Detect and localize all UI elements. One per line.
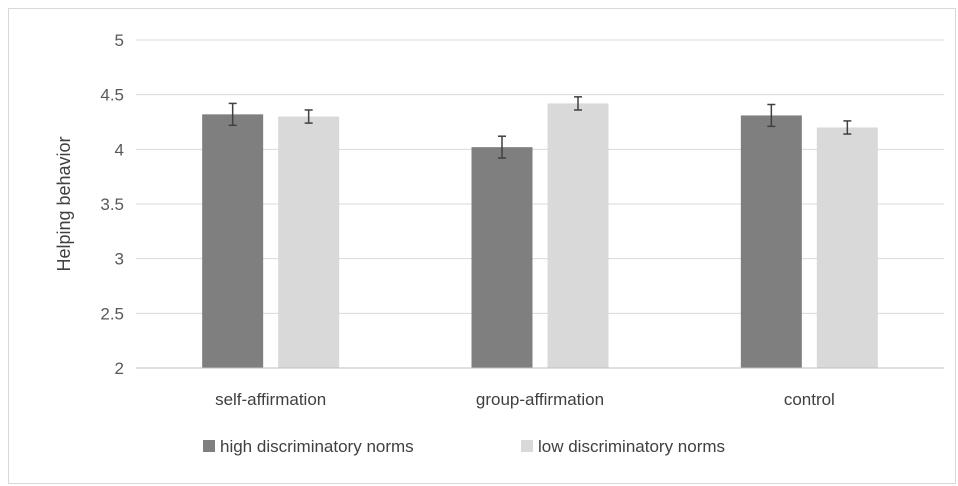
y-tick-label: 4 — [115, 140, 124, 159]
x-category-label: control — [784, 390, 835, 409]
y-tick-label: 3 — [115, 250, 124, 269]
y-tick-label: 5 — [115, 31, 124, 50]
bar-low-1 — [547, 103, 609, 368]
error-bar — [304, 109, 313, 124]
x-axis-categories: self-affirmation group-affirmation control — [215, 390, 835, 409]
error-bar — [767, 103, 776, 128]
bar-high-1 — [471, 147, 533, 368]
x-category-label: self-affirmation — [215, 390, 326, 409]
y-axis-ticks: 2 2.5 3 3.5 4 4.5 5 — [100, 31, 124, 378]
bars — [202, 103, 878, 369]
error-bars — [228, 96, 852, 159]
error-bar — [574, 96, 582, 111]
legend: high discriminatory norms low discriminat… — [203, 437, 725, 456]
error-bar — [228, 102, 237, 127]
bar-high-2 — [740, 115, 802, 368]
bar-low-2 — [816, 127, 878, 368]
y-tick-label: 2 — [115, 359, 124, 378]
y-tick-label: 3.5 — [100, 195, 124, 214]
gridlines — [136, 39, 944, 314]
x-category-label: group-affirmation — [476, 390, 604, 409]
legend-swatch — [521, 440, 533, 452]
legend-label: high discriminatory norms — [220, 437, 414, 456]
error-bar — [498, 135, 506, 159]
y-tick-label: 2.5 — [100, 304, 124, 323]
error-bar — [843, 120, 852, 135]
y-tick-label: 4.5 — [100, 86, 124, 105]
legend-swatch — [203, 440, 215, 452]
legend-label: low discriminatory norms — [538, 437, 725, 456]
y-axis-title: Helping behavior — [54, 136, 74, 271]
bar-high-0 — [202, 114, 264, 368]
bar-low-0 — [278, 116, 340, 369]
